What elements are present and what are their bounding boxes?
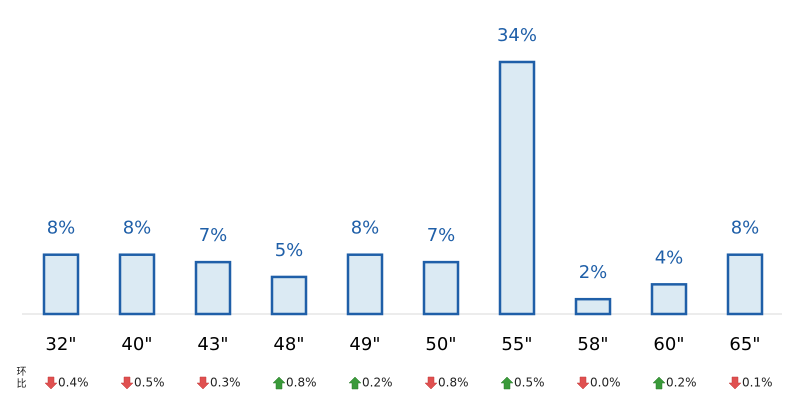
value-label: 2%	[579, 262, 608, 283]
x-tick-label: 50"	[425, 334, 456, 355]
up-arrow	[652, 376, 666, 390]
down-arrow	[728, 376, 742, 390]
bar	[422, 260, 460, 316]
x-tick-label: 40"	[121, 334, 152, 355]
bar	[118, 253, 156, 316]
x-tick-label: 43"	[197, 334, 228, 355]
change-label: 0.0%	[590, 376, 621, 390]
x-tick-label: 49"	[349, 334, 380, 355]
change-label: 0.3%	[210, 376, 241, 390]
bar	[650, 283, 688, 316]
bar	[574, 297, 612, 316]
value-label: 8%	[47, 218, 76, 239]
value-label: 34%	[497, 25, 537, 46]
down-arrow	[424, 376, 438, 390]
value-label: 7%	[427, 225, 456, 246]
x-tick-label: 60"	[653, 334, 684, 355]
change-title: 环比	[14, 366, 25, 390]
down-arrow	[576, 376, 590, 390]
value-label: 8%	[123, 218, 152, 239]
change-label: 0.2%	[362, 376, 393, 390]
value-label: 8%	[731, 218, 760, 239]
up-arrow	[348, 376, 362, 390]
bar	[42, 253, 80, 316]
up-arrow	[272, 376, 286, 390]
change-label: 0.5%	[134, 376, 165, 390]
value-label: 8%	[351, 218, 380, 239]
bar	[194, 260, 232, 316]
up-arrow	[500, 376, 514, 390]
x-tick-label: 32"	[45, 334, 76, 355]
x-tick-label: 65"	[729, 334, 760, 355]
bar	[726, 253, 764, 316]
x-tick-label: 48"	[273, 334, 304, 355]
value-label: 7%	[199, 225, 228, 246]
down-arrow	[196, 376, 210, 390]
change-label: 0.2%	[666, 376, 697, 390]
bar	[498, 60, 536, 316]
value-label: 4%	[655, 247, 684, 268]
change-label: 0.4%	[58, 376, 89, 390]
bar	[346, 253, 384, 316]
down-arrow	[120, 376, 134, 390]
change-label: 0.5%	[514, 376, 545, 390]
bar	[270, 275, 308, 316]
change-label: 0.1%	[742, 376, 773, 390]
down-arrow	[44, 376, 58, 390]
x-tick-label: 55"	[501, 334, 532, 355]
x-tick-label: 58"	[577, 334, 608, 355]
change-label: 0.8%	[438, 376, 469, 390]
change-label: 0.8%	[286, 376, 317, 390]
value-label: 5%	[275, 240, 304, 261]
